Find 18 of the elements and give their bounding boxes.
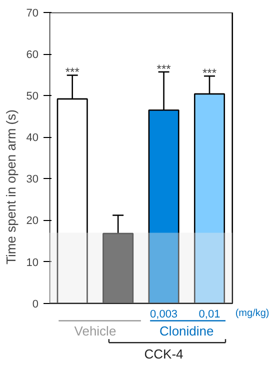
y-tick-label: 50 bbox=[26, 90, 39, 103]
y-tick-label: 10 bbox=[26, 256, 39, 269]
y-tick-label: 20 bbox=[26, 215, 39, 228]
annotation: *** bbox=[65, 65, 80, 80]
y-tick-label: 0 bbox=[32, 298, 39, 310]
annotation: *** bbox=[156, 62, 172, 76]
annotation: *** bbox=[202, 66, 217, 80]
text: (mg/kg) bbox=[235, 308, 270, 320]
y-axis-title: Time spent in open arm (s) bbox=[3, 110, 18, 264]
y-tick-label: 60 bbox=[26, 49, 39, 62]
y-tick-label: 30 bbox=[26, 174, 39, 186]
y-tick-label: 40 bbox=[26, 132, 39, 144]
y-tick-label: 70 bbox=[26, 8, 39, 20]
x-tick-label: 0,01 bbox=[198, 308, 220, 321]
text: Vehicle bbox=[74, 323, 116, 338]
text: CCK-4 bbox=[144, 346, 184, 362]
x-tick-label: 0,003 bbox=[150, 308, 178, 321]
text: Clonidine bbox=[160, 323, 214, 338]
